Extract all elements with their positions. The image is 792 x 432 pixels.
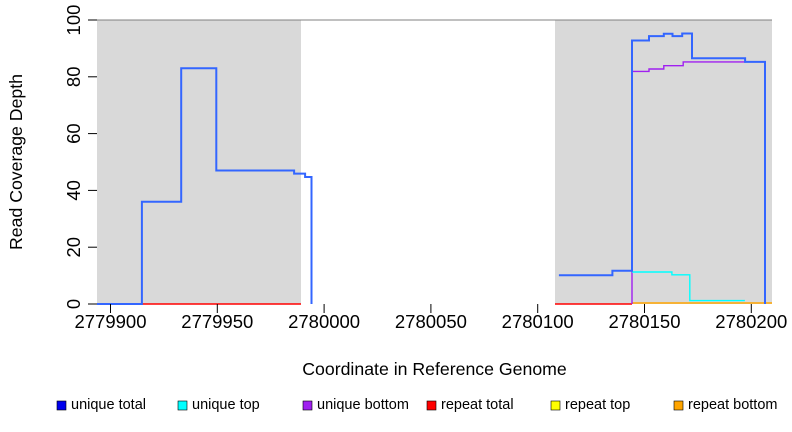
svg-text:2780100: 2780100 (502, 311, 574, 332)
svg-text:20: 20 (63, 237, 84, 258)
svg-text:2780050: 2780050 (395, 311, 467, 332)
svg-text:unique top: unique top (192, 397, 260, 413)
svg-text:60: 60 (63, 123, 84, 144)
svg-text:40: 40 (63, 180, 84, 201)
svg-text:2779950: 2779950 (181, 311, 253, 332)
svg-text:2779900: 2779900 (74, 311, 146, 332)
svg-text:repeat top: repeat top (565, 397, 630, 413)
svg-text:80: 80 (63, 67, 84, 88)
svg-text:2780000: 2780000 (288, 311, 360, 332)
svg-text:Coordinate in Reference Genome: Coordinate in Reference Genome (302, 359, 567, 379)
svg-text:2780200: 2780200 (715, 311, 787, 332)
svg-text:100: 100 (63, 5, 84, 36)
svg-text:unique total: unique total (71, 397, 146, 413)
svg-text:0: 0 (63, 299, 84, 309)
svg-text:2780150: 2780150 (608, 311, 680, 332)
svg-text:unique bottom: unique bottom (317, 397, 409, 413)
svg-text:repeat bottom: repeat bottom (688, 397, 777, 413)
svg-text:Read Coverage Depth: Read Coverage Depth (6, 74, 26, 250)
svg-text:repeat total: repeat total (441, 397, 514, 413)
